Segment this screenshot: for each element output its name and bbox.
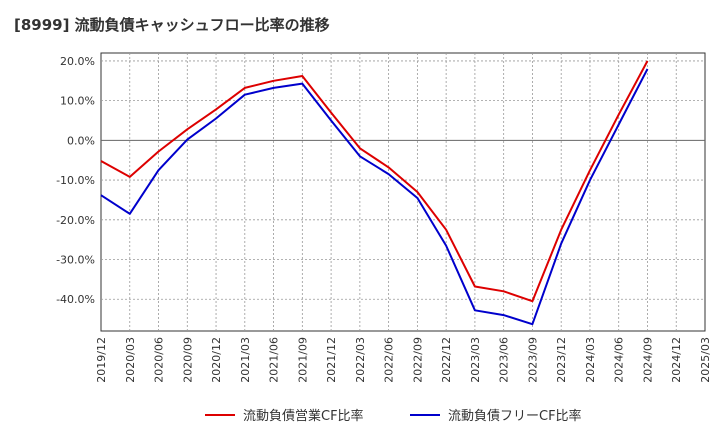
- x-tick-label: 2024/06: [613, 337, 626, 383]
- x-tick-label: 2020/09: [181, 337, 194, 383]
- x-tick-label: 2020/12: [210, 337, 223, 383]
- x-tick-label: 2023/12: [555, 337, 568, 383]
- y-tick-label: -10.0%: [56, 174, 95, 187]
- y-tick-label: 0.0%: [67, 134, 95, 147]
- x-tick-label: 2024/12: [670, 337, 683, 383]
- legend-label-2: 流動負債フリーCF比率: [448, 408, 582, 424]
- x-tick-label: 2024/03: [584, 337, 597, 383]
- y-tick-label: -20.0%: [56, 214, 95, 227]
- x-tick-label: 2022/12: [440, 337, 453, 383]
- x-tick-label: 2020/03: [124, 337, 137, 383]
- y-tick-label: -40.0%: [56, 293, 95, 306]
- x-tick-label: 2021/06: [268, 337, 281, 383]
- series-line-1: [100, 60, 649, 303]
- x-tick-label: 2021/09: [296, 337, 309, 383]
- y-tick-label: 20.0%: [60, 55, 95, 68]
- x-tick-label: 2025/03: [699, 337, 712, 383]
- x-axis: 2019/12 2020/03 2020/06 2020/09 2020/12 2021/…: [95, 337, 712, 383]
- x-tick-label: 2021/12: [325, 337, 338, 383]
- x-tick-label: 2023/09: [526, 337, 539, 383]
- x-tick-label: 2023/06: [498, 337, 511, 383]
- legend-label-1: 流動負債営業CF比率: [243, 408, 364, 424]
- y-axis: 20.0% 10.0% 0.0% -10.0% -20.0% -30.0% -40.0%: [56, 55, 95, 306]
- series-lines: [100, 60, 649, 326]
- x-tick-label: 2024/09: [641, 337, 654, 383]
- plot-area: [100, 52, 706, 332]
- x-tick-label: 2023/03: [469, 337, 482, 383]
- y-tick-label: 10.0%: [60, 95, 95, 108]
- x-tick-label: 2019/12: [95, 337, 108, 383]
- x-tick-label: 2022/06: [383, 337, 396, 383]
- chart-title: [8999] 流動負債キャッシュフロー比率の推移: [14, 16, 330, 34]
- y-tick-label: -30.0%: [56, 254, 95, 267]
- x-tick-label: 2020/06: [153, 337, 166, 383]
- x-tick-label: 2021/03: [239, 337, 252, 383]
- x-tick-label: 2022/03: [354, 337, 367, 383]
- x-tick-label: 2022/09: [411, 337, 424, 383]
- legend: 流動負債営業CF比率 流動負債フリーCF比率: [205, 408, 582, 424]
- series-line-2: [100, 68, 649, 326]
